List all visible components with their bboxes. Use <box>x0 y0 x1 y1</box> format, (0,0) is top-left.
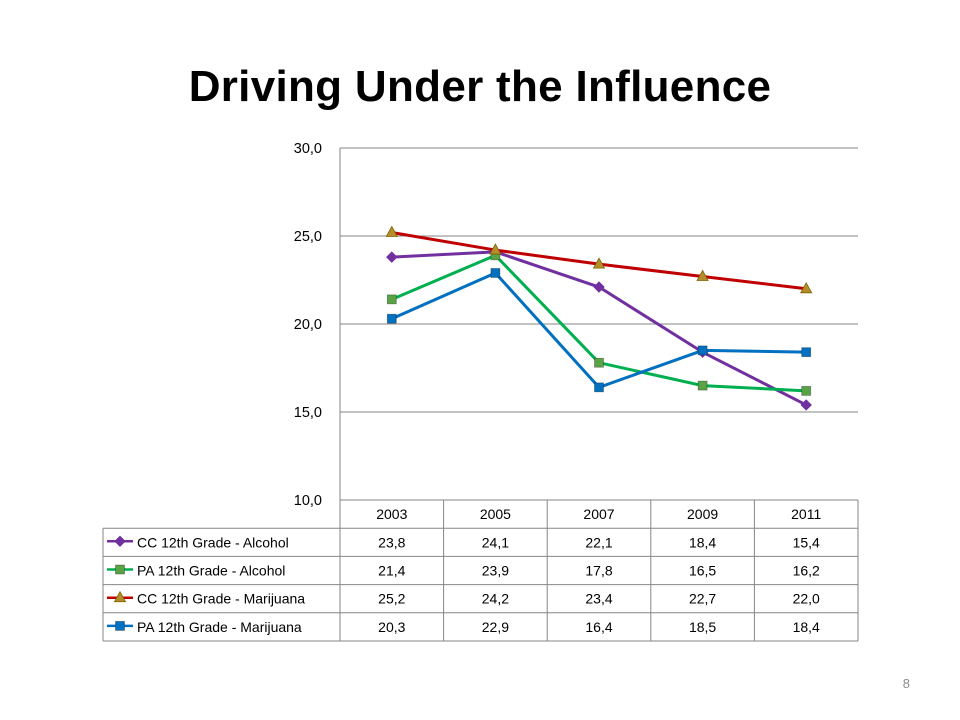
series-line <box>391 253 807 393</box>
data-table-value: 18,5 <box>689 619 716 635</box>
x-tick-label: 2005 <box>480 506 511 522</box>
data-table-value: 25,2 <box>378 591 405 607</box>
y-tick-label: 10,0 <box>294 493 322 509</box>
square-marker <box>594 382 604 393</box>
triangle-marker <box>800 281 813 294</box>
data-table-value: 22,7 <box>689 591 716 607</box>
data-table-value: 24,2 <box>482 591 509 607</box>
square-marker <box>386 313 397 324</box>
data-table-value: 23,4 <box>585 591 612 607</box>
diamond-marker <box>114 535 126 548</box>
slide-title: Driving Under the Influence <box>188 62 772 111</box>
x-tick-label: 2007 <box>583 506 614 522</box>
square-marker <box>697 345 708 356</box>
data-table-value: 22,1 <box>585 534 612 550</box>
legend-label: PA 12th Grade - Alcohol <box>137 563 285 579</box>
data-table-value: 21,4 <box>378 563 405 579</box>
square-marker <box>801 347 812 358</box>
x-tick-label: 2011 <box>791 506 821 522</box>
diamond-marker <box>800 399 812 411</box>
data-table-value: 16,4 <box>585 619 612 635</box>
data-table-value: 23,8 <box>378 534 405 550</box>
diamond-marker <box>593 281 605 293</box>
data-table-value: 24,1 <box>482 534 509 550</box>
y-tick-label: 15,0 <box>294 405 322 421</box>
triangle-marker <box>592 257 606 269</box>
diamond-marker <box>386 251 398 263</box>
x-tick-label: 2003 <box>376 506 407 522</box>
data-table-value: 22,9 <box>482 619 509 635</box>
triangle-marker <box>113 590 127 603</box>
triangle-marker <box>696 269 709 281</box>
triangle-marker <box>489 243 502 255</box>
data-table-value: 20,3 <box>378 619 405 635</box>
y-tick-label: 30,0 <box>294 141 322 157</box>
square-marker <box>490 268 501 278</box>
square-marker <box>115 621 125 631</box>
legend-label: PA 12th Grade - Marijuana <box>137 619 302 635</box>
data-table-value: 23,9 <box>482 563 509 579</box>
square-marker <box>697 380 708 391</box>
series-line <box>391 250 807 407</box>
data-table-value: 18,4 <box>689 534 716 550</box>
triangle-marker <box>385 225 398 237</box>
square-marker <box>115 564 125 575</box>
data-table-value: 15,4 <box>793 534 820 550</box>
page-number: 8 <box>902 676 910 691</box>
square-marker <box>386 294 397 305</box>
data-table-value: 16,5 <box>689 563 716 579</box>
y-tick-label: 20,0 <box>294 317 322 333</box>
legend-label: CC 12th Grade - Alcohol <box>137 534 289 550</box>
y-tick-label: 25,0 <box>294 229 322 245</box>
square-marker <box>801 385 812 396</box>
data-table-value: 16,2 <box>793 563 820 579</box>
x-tick-label: 2009 <box>687 506 718 522</box>
data-table-value: 22,0 <box>793 591 820 607</box>
data-table-value: 18,4 <box>793 619 820 635</box>
legend-label: CC 12th Grade - Marijuana <box>137 591 305 607</box>
square-marker <box>594 357 604 368</box>
data-table-value: 17,8 <box>585 563 612 579</box>
